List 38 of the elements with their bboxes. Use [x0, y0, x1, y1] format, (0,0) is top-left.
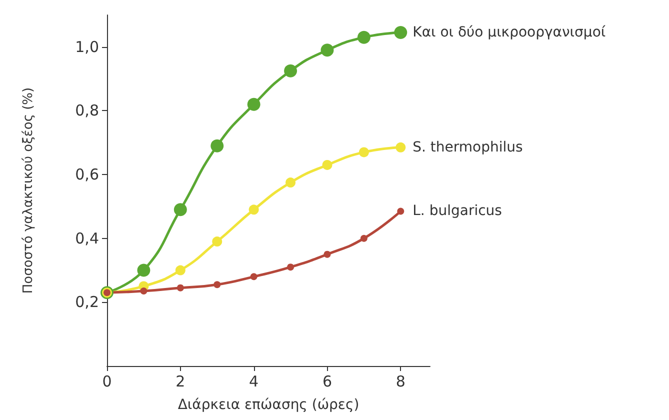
y-tick-label: 0,4 [75, 229, 99, 248]
point [248, 204, 259, 215]
x-tick-label: 0 [102, 372, 112, 390]
point [396, 142, 406, 152]
point [287, 264, 294, 271]
series-label: S. thermophilus [412, 139, 523, 156]
point [284, 64, 298, 78]
y-tick-label: 0,6 [75, 166, 99, 184]
point [360, 234, 368, 242]
point [175, 265, 186, 276]
x-tick-label: 8 [396, 372, 406, 390]
point [137, 264, 150, 277]
point [357, 30, 370, 44]
point [286, 178, 296, 188]
point [358, 147, 369, 158]
point [140, 288, 148, 295]
point [250, 273, 258, 280]
point [247, 98, 260, 111]
point [324, 250, 331, 258]
point [212, 236, 222, 247]
point [214, 281, 221, 288]
point [394, 26, 408, 40]
y-tick-label: 0,8 [75, 102, 99, 120]
point [176, 284, 184, 292]
point [210, 139, 224, 152]
series-label: L. bulgaricus [412, 203, 502, 220]
point [320, 44, 334, 57]
point [174, 203, 187, 216]
y-axis-title: Ποσοστό γαλακτικού οξέος (%) [21, 87, 36, 294]
y-tick-label: 1,0 [75, 38, 99, 56]
x-axis-title: Διάρκεια επώασης (ώρες) [178, 397, 360, 413]
point [322, 160, 332, 170]
x-tick-label: 2 [176, 372, 186, 390]
x-tick-label: 4 [249, 372, 259, 390]
point [397, 208, 404, 215]
series-label: Και οι δύο μικροοργανισμοί [412, 24, 606, 41]
y-tick-label: 0,2 [75, 293, 99, 312]
x-tick-label: 6 [322, 372, 332, 390]
